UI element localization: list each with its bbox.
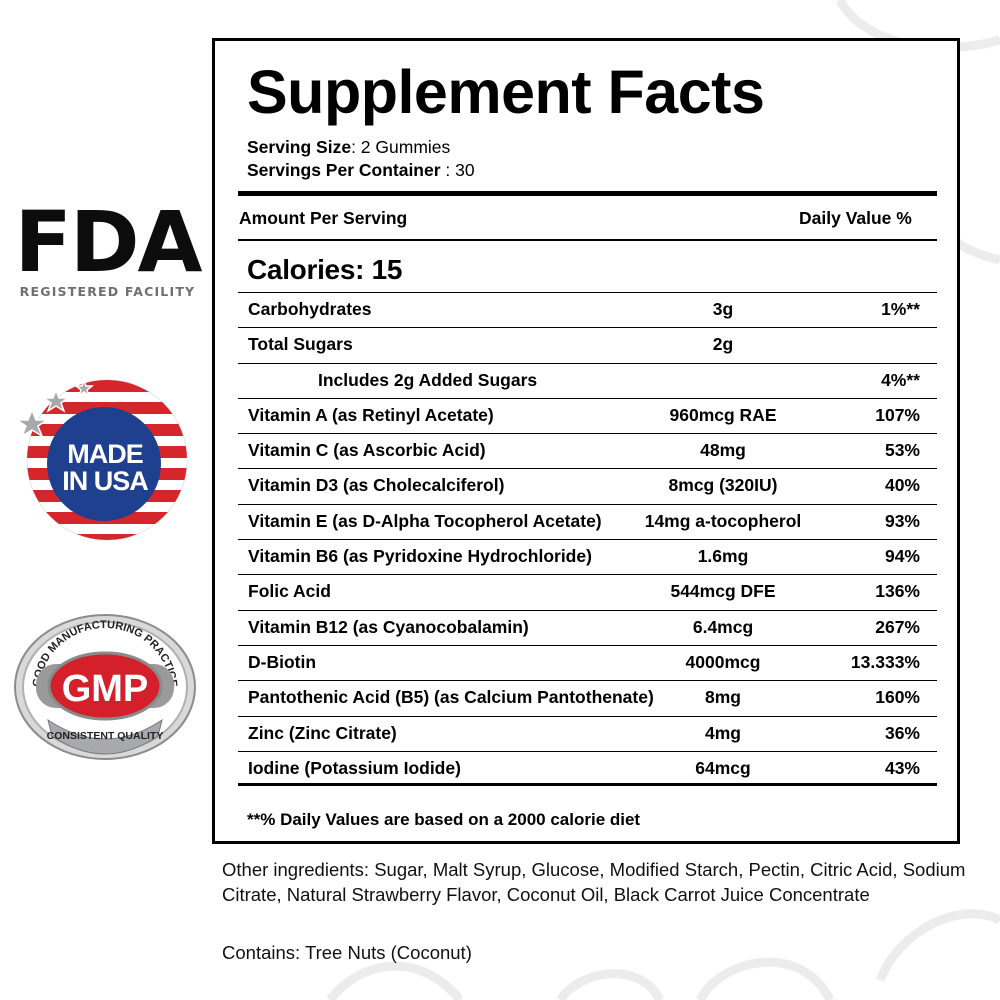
nutrient-daily-value: 107% (875, 404, 920, 425)
other-ingredients: Other ingredients: Sugar, Malt Syrup, Gl… (222, 859, 966, 905)
fda-logo-text: FDA (14, 193, 202, 291)
nutrient-amount: 3g (712, 299, 734, 319)
nutrient-daily-value: 93% (884, 510, 920, 531)
nutrient-name: Includes 2g Added Sugars (318, 369, 538, 390)
nutrient-daily-value: 40% (884, 475, 920, 496)
nutrient-name: Vitamin D3 (as Cholecalciferol) (248, 475, 505, 496)
nutrient-name: Vitamin E (as D-Alpha Tocopherol Acetate… (248, 510, 602, 531)
nutrient-row: Vitamin B6 (as Pyridoxine Hydrochloride)… (238, 539, 937, 574)
servings-per-container-line: Servings Per Container : 30 (247, 159, 475, 182)
nutrient-table: Carbohydrates 3g 1%** Total Sugars 2g Include… (238, 292, 937, 787)
nutrient-amount: 8mg (705, 687, 741, 708)
nutrient-daily-value: 160% (875, 687, 920, 708)
nutrient-daily-value: 1%** (881, 299, 920, 319)
nutrient-row: Vitamin B12 (as Cyanocobalamin) 6.4mcg 267… (238, 609, 937, 645)
nutrient-amount: 2g (712, 334, 734, 355)
nutrient-daily-value: 267% (875, 616, 920, 637)
nutrient-name: Vitamin B6 (as Pyridoxine Hydrochloride) (248, 546, 592, 567)
servings-per-container-value: : 30 (440, 160, 475, 180)
made-in-usa-badge: MADE IN USA (14, 377, 188, 541)
servings-per-container-label: Servings Per Container (247, 160, 441, 180)
nutrient-row: Carbohydrates 3g 1%** (238, 292, 937, 327)
serving-info: Serving Size: 2 Gummies Servings Per Con… (247, 136, 475, 182)
nutrient-name: Vitamin A (as Retinyl Acetate) (248, 404, 494, 425)
allergen-contains: Contains: Tree Nuts (Coconut) (222, 942, 472, 963)
nutrient-row: Folic Acid 544mcg DFE 136% (238, 574, 937, 609)
nutrient-daily-value: 94% (884, 546, 920, 567)
daily-value-header: Daily Value % (799, 208, 912, 228)
thick-divider (238, 191, 937, 196)
nutrient-amount: 64mcg (695, 757, 751, 778)
nutrient-daily-value: 4%** (881, 369, 920, 390)
nutrient-daily-value: 53% (884, 440, 920, 461)
gmp-badge: GOOD MANUFACTURING PRACTICE GMP CONSISTE… (14, 614, 196, 760)
nutrient-row: Vitamin C (as Ascorbic Acid) 48mg 53% (238, 433, 937, 468)
nutrient-row: D-Biotin 4000mcg 13.333% (238, 644, 937, 680)
gmp-text: GMP (62, 668, 149, 710)
nutrient-row: Includes 2g Added Sugars 4%** (238, 362, 937, 398)
nutrient-daily-value: 13.333% (850, 651, 920, 672)
nutrient-amount: 4000mcg (685, 651, 761, 672)
nutrient-amount: 14mg a-tocopherol (644, 510, 802, 531)
consistent-quality-text: CONSISTENT QUALITY (47, 730, 164, 742)
nutrient-name: Zinc (Zinc Citrate) (248, 722, 397, 743)
nutrient-name: Carbohydrates (248, 299, 372, 319)
nutrient-row: Pantothenic Acid (B5) (as Calcium Pantot… (238, 680, 937, 715)
nutrient-name: Total Sugars (248, 334, 353, 355)
nutrient-row: Vitamin A (as Retinyl Acetate) 960mcg RAE… (238, 397, 937, 433)
nutrient-amount: 48mg (700, 440, 746, 461)
nutrient-amount: 1.6mg (697, 546, 749, 567)
nutrient-daily-value: 43% (884, 757, 920, 778)
nutrient-row: Iodine (Potassium Iodide) 64mcg 43% (238, 750, 937, 787)
made-text: MADE (67, 439, 143, 469)
nutrient-daily-value: 136% (875, 581, 920, 602)
nutrient-amount: 960mcg RAE (669, 404, 777, 425)
nutrient-row: Zinc (Zinc Citrate) 4mg 36% (238, 715, 937, 751)
amount-per-serving-header: Amount Per Serving (239, 208, 408, 228)
fda-registered-badge: FDA REGISTERED FACILITY (10, 200, 205, 299)
daily-value-footnote: **% Daily Values are based on a 2000 cal… (247, 810, 641, 829)
nutrient-name: D-Biotin (248, 651, 317, 672)
nutrient-name: Vitamin B12 (as Cyanocobalamin) (248, 616, 529, 637)
serving-size-label: Serving Size (247, 137, 352, 157)
nutrient-name: Folic Acid (248, 581, 331, 602)
nutrient-name: Pantothenic Acid (B5) (as Calcium Pantot… (248, 687, 654, 708)
nutrient-row: Total Sugars 2g (238, 327, 937, 362)
in-usa-text: IN USA (62, 466, 148, 496)
nutrient-daily-value: 36% (884, 722, 920, 743)
nutrient-amount: 6.4mcg (692, 616, 754, 637)
serving-size-line: Serving Size: 2 Gummies (247, 136, 475, 159)
header-divider (238, 239, 937, 241)
supplement-facts-title: Supplement Facts (247, 58, 765, 126)
nutrient-name: Iodine (Potassium Iodide) (248, 757, 461, 778)
supplement-facts-panel: Supplement Facts Serving Size: 2 Gummies… (212, 38, 960, 844)
nutrient-name: Vitamin C (as Ascorbic Acid) (248, 440, 486, 461)
nutrient-amount: 8mcg (320IU) (668, 475, 778, 496)
nutrient-row: Vitamin E (as D-Alpha Tocopherol Acetate… (238, 503, 937, 539)
calories: Calories: 15 (247, 254, 403, 285)
serving-size-value: : 2 Gummies (351, 137, 451, 157)
fda-registered-facility-text: REGISTERED FACILITY (19, 284, 196, 299)
nutrient-row: Vitamin D3 (as Cholecalciferol) 8mcg (320… (238, 468, 937, 503)
nutrient-amount: 4mg (705, 722, 741, 743)
nutrient-amount: 544mcg DFE (670, 581, 776, 602)
